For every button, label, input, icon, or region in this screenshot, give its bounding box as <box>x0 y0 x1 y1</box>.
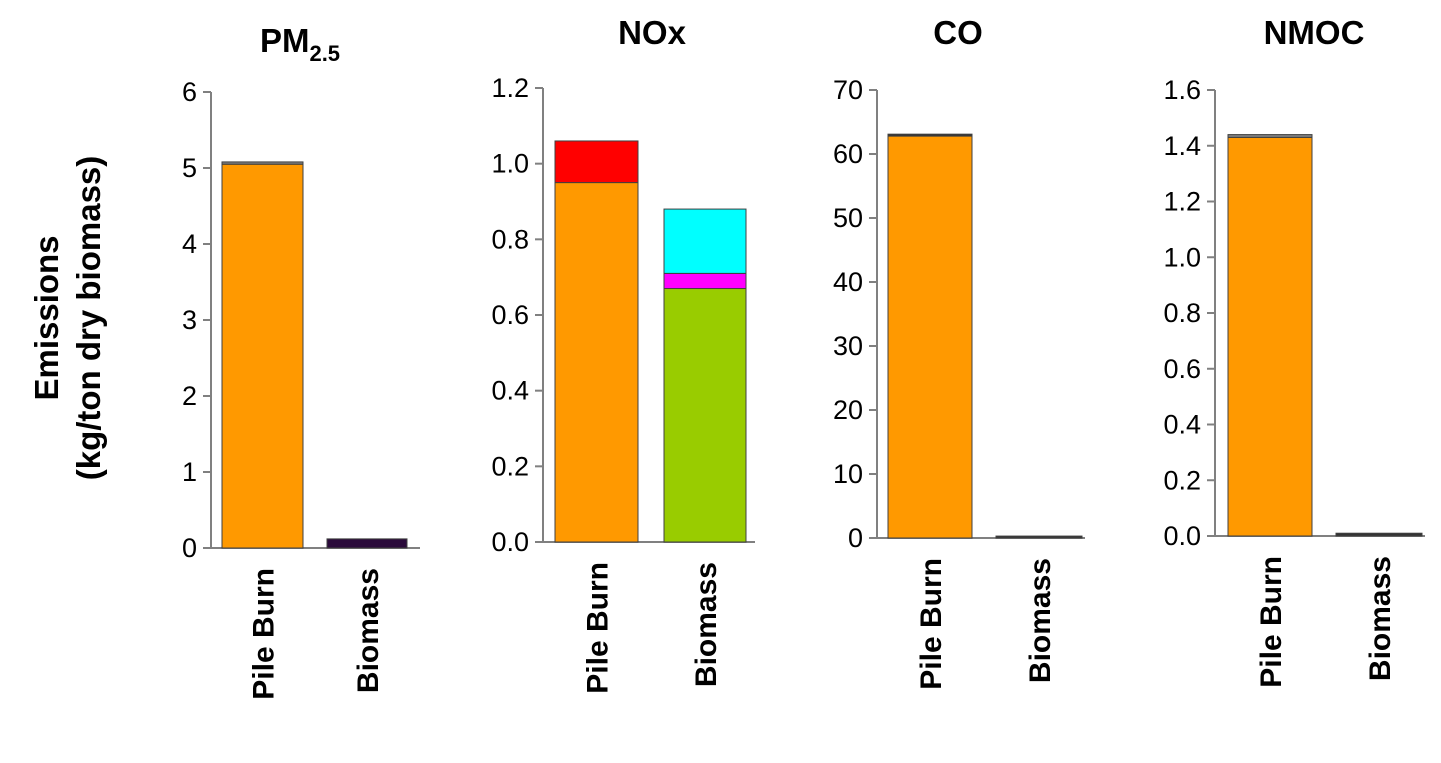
bar-segment-pile-burn-1 <box>887 135 973 539</box>
y-axis-label-line1: Emissions <box>28 235 65 400</box>
bar-segment-pile-burn-2 <box>887 133 973 137</box>
y-tick-label: 0.2 <box>491 451 529 481</box>
chart-title: NMOC <box>1264 14 1365 51</box>
y-tick-label: 0.8 <box>491 224 529 254</box>
chart-panel-1: PM2.5 0 1 2 3 4 5 6 Pile Burn Biomass <box>182 22 420 700</box>
category-label: Biomass <box>690 562 723 687</box>
bar-segment-biomass-3 <box>326 538 408 549</box>
chart-title-text: PM <box>260 22 310 59</box>
y-tick-label: 1.6 <box>1163 75 1201 105</box>
y-tick-label: 40 <box>833 267 863 297</box>
category-label: Biomass <box>352 568 385 693</box>
bar-segment-biomass-4 <box>663 272 747 290</box>
y-tick-label: 70 <box>833 75 863 105</box>
bar-segment-pile-burn-2 <box>554 140 639 184</box>
y-tick-label: 5 <box>182 153 197 183</box>
chart-panel-4: NMOC 0.0 0.2 0.4 0.6 0.8 1.0 1.2 1.4 1.6 Pile Burn… <box>1163 14 1425 688</box>
chart-title-text: NOx <box>618 14 687 51</box>
chart-title: CO <box>933 14 983 51</box>
y-tick-label: 1.2 <box>491 73 529 103</box>
bar-segment-pile-burn-2 <box>1227 134 1313 138</box>
y-tick-label: 0.4 <box>491 376 529 406</box>
bar-segment-biomass-5 <box>663 208 747 274</box>
chart-title-subscript: 2.5 <box>309 41 340 66</box>
y-tick-label: 0 <box>848 523 863 553</box>
bar-segment-pile-burn-1 <box>1227 136 1313 537</box>
chart-panel-2: NOx 0.0 0.2 0.4 0.6 0.8 1.0 1.2 Pile Burn Biomass <box>491 14 755 694</box>
y-tick-label: 0.0 <box>1163 521 1201 551</box>
y-axis-label-line2: (kg/ton dry biomass) <box>70 156 107 481</box>
bar-segment-pile-burn-1 <box>221 163 304 549</box>
chart-panel-3: CO 0 10 20 30 40 50 60 70 Pile Burn Biomass <box>833 14 1085 690</box>
y-tick-label: 1.0 <box>1163 242 1201 272</box>
bar-segment-pile-burn-1 <box>554 182 639 543</box>
chart-title-text: NMOC <box>1264 14 1365 51</box>
y-tick-label: 0.8 <box>1163 298 1201 328</box>
y-tick-label: 0.6 <box>491 300 529 330</box>
bar-segment-biomass-3 <box>1335 532 1423 537</box>
chart-title: PM2.5 <box>260 22 340 66</box>
category-label: Pile Burn <box>582 562 615 694</box>
category-label: Pile Burn <box>248 568 281 700</box>
y-tick-label: 6 <box>182 77 197 107</box>
y-tick-label: 4 <box>182 229 197 259</box>
y-tick-label: 0.0 <box>491 527 529 557</box>
y-tick-label: 1.4 <box>1163 131 1201 161</box>
category-label: Biomass <box>1364 556 1397 681</box>
y-tick-label: 2 <box>182 381 197 411</box>
y-tick-label: 0.4 <box>1163 410 1201 440</box>
bar-segment-biomass-2 <box>995 535 1083 539</box>
y-axis-label: Emissions (kg/ton dry biomass) <box>28 156 107 481</box>
category-label: Pile Burn <box>915 558 948 690</box>
category-label: Biomass <box>1024 558 1057 683</box>
chart-title-text: CO <box>933 14 983 51</box>
y-tick-label: 1 <box>182 457 197 487</box>
y-tick-label: 0.2 <box>1163 465 1201 495</box>
y-tick-label: 10 <box>833 459 863 489</box>
y-tick-label: 0.6 <box>1163 354 1201 384</box>
y-tick-label: 50 <box>833 203 863 233</box>
y-tick-label: 1.0 <box>491 149 529 179</box>
y-tick-label: 60 <box>833 139 863 169</box>
category-label: Pile Burn <box>1255 556 1288 688</box>
bar-segment-biomass-3 <box>663 288 747 543</box>
y-tick-label: 3 <box>182 305 197 335</box>
y-tick-label: 0 <box>182 533 197 563</box>
y-tick-label: 30 <box>833 331 863 361</box>
y-tick-label: 1.2 <box>1163 187 1201 217</box>
bar-segment-pile-burn-2 <box>221 161 304 165</box>
y-tick-label: 20 <box>833 395 863 425</box>
chart-title: NOx <box>618 14 687 51</box>
